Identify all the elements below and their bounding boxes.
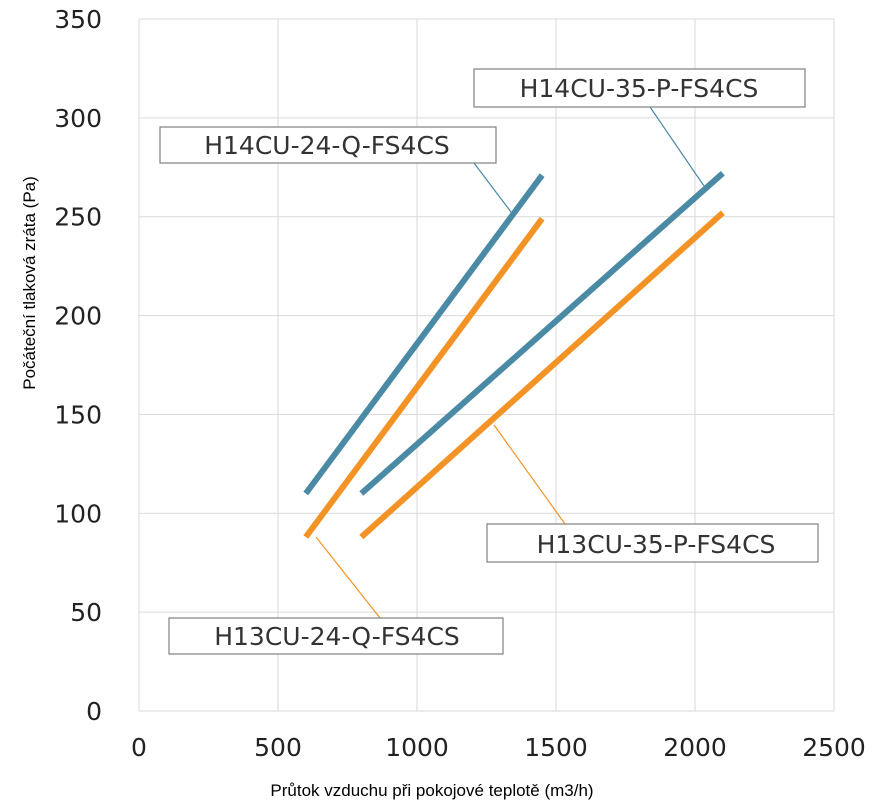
series-label-3: H14CU-35-P-FS4CS: [520, 74, 759, 103]
y-tick-label: 250: [54, 203, 102, 232]
series-layer: [303, 170, 725, 540]
x-tick-label: 2500: [802, 733, 866, 762]
series-label-2: H13CU-24-Q-FS4CS: [214, 622, 460, 651]
x-tick-label: 1500: [524, 733, 588, 762]
callout-leader-1: [473, 162, 512, 213]
x-tick-label: 2000: [663, 733, 727, 762]
y-tick-label: 300: [54, 104, 102, 133]
series-line-1: [303, 173, 545, 496]
y-tick-label: 0: [86, 697, 102, 726]
series-line-2: [303, 216, 545, 539]
callout-box-3: [473, 68, 806, 108]
series-line-4: [359, 210, 725, 540]
y-axis-label: Počáteční tlaková zráta (Pa): [20, 176, 39, 390]
grid: [138, 18, 835, 712]
callout-box-4: [486, 523, 819, 563]
y-tick-label: 50: [70, 598, 102, 627]
x-tick-label: 1000: [385, 733, 449, 762]
callout-box-2: [168, 617, 504, 655]
callout-leader-2: [315, 536, 381, 619]
y-tick-label: 150: [54, 400, 102, 429]
x-tick-label: 500: [254, 733, 302, 762]
y-tick-label: 100: [54, 499, 102, 528]
y-tick-label: 350: [54, 5, 102, 34]
callout-box-1: [159, 126, 497, 164]
callout-leader-3: [649, 106, 705, 187]
callout-leader-4: [493, 424, 566, 525]
series-line-3: [359, 170, 725, 496]
x-axis-label: Průtok vzduchu při pokojové teplotě (m3/…: [270, 781, 593, 800]
series-label-1: H14CU-24-Q-FS4CS: [204, 131, 450, 160]
callouts: H14CU-24-Q-FS4CS H13CU-24-Q-FS4CS H14CU-35…: [159, 68, 819, 655]
series-label-4: H13CU-35-P-FS4CS: [537, 530, 776, 559]
y-tick-label: 200: [54, 302, 102, 331]
x-tick-label: 0: [131, 733, 147, 762]
ticks: 0 500 1000 1500 2000 2500 0 50 100 150 200 250 300 35…: [54, 5, 866, 762]
